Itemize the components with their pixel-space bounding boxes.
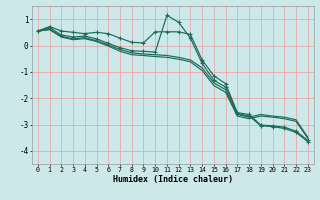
- X-axis label: Humidex (Indice chaleur): Humidex (Indice chaleur): [113, 175, 233, 184]
